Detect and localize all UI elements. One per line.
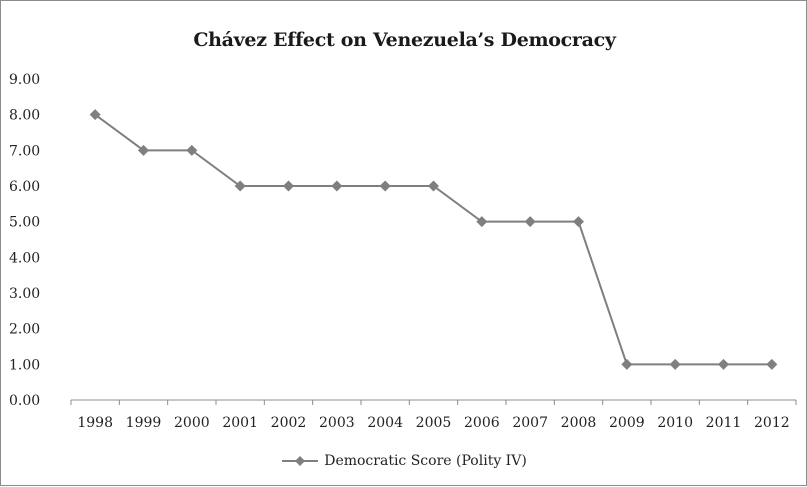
data-point — [669, 358, 681, 370]
data-point — [766, 358, 778, 370]
data-point — [476, 216, 488, 228]
legend-label: Democratic Score (Polity IV) — [324, 453, 527, 469]
x-tick-label: 2011 — [706, 415, 742, 431]
legend: Democratic Score (Polity IV) — [1, 453, 807, 469]
data-point — [428, 180, 439, 192]
data-point — [718, 358, 729, 370]
y-tick-label: 1.00 — [9, 357, 40, 373]
y-tick-label: 6.00 — [9, 179, 40, 195]
x-tick-label: 2004 — [367, 415, 403, 431]
data-point — [283, 180, 294, 192]
y-tick-label: 8.00 — [9, 108, 40, 124]
x-tick-label: 2003 — [319, 415, 355, 431]
x-tick-label: 2005 — [416, 415, 452, 431]
x-tick-label: 2002 — [271, 415, 307, 431]
y-tick-label: 0.00 — [9, 393, 40, 409]
x-tick-label: 2000 — [174, 415, 210, 431]
chart-title: Chávez Effect on Venezuela’s Democracy — [193, 29, 616, 51]
data-point — [186, 144, 198, 156]
x-tick-label: 1998 — [77, 415, 113, 431]
series-layer — [89, 109, 778, 370]
x-tick-label: 2010 — [657, 415, 693, 431]
data-point — [621, 358, 633, 370]
x-tick-label: 2008 — [561, 415, 597, 431]
data-point — [379, 180, 391, 192]
x-tick-label: 2006 — [464, 415, 500, 431]
y-tick-label: 5.00 — [9, 215, 40, 231]
data-point — [331, 180, 343, 192]
y-axis-ticks: 0.00 1.00 2.00 3.00 4.00 5.00 6.00 7.00 8.00 9.00 — [9, 72, 40, 409]
data-point — [234, 180, 246, 192]
data-point — [573, 216, 584, 228]
y-tick-label: 7.00 — [9, 143, 40, 159]
x-tick-label: 2009 — [609, 415, 645, 431]
y-tick-label: 2.00 — [9, 322, 40, 338]
y-tick-label: 4.00 — [9, 250, 40, 266]
x-tick-label: 2007 — [512, 415, 548, 431]
y-tick-label: 9.00 — [9, 72, 40, 88]
y-tick-label: 3.00 — [9, 286, 40, 302]
x-tick-label: 1999 — [126, 415, 162, 431]
x-tick-label: 2001 — [222, 415, 258, 431]
series-line — [94, 113, 772, 366]
x-tick-label: 2012 — [754, 415, 790, 431]
data-point — [138, 144, 149, 156]
data-point — [524, 216, 536, 228]
x-axis-ticks: 1998 1999 2000 2001 2002 2003 2004 2005 2006 2007… — [70, 400, 797, 431]
data-point — [89, 109, 101, 121]
legend-swatch — [282, 456, 319, 466]
